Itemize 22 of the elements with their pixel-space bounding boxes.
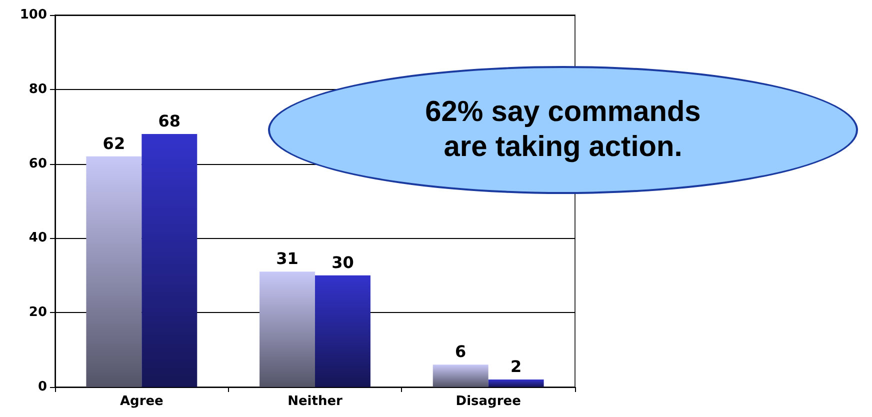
x-tick-label: Neither [288,394,344,409]
y-tick-label: 60 [28,156,47,172]
data-label: 6 [455,342,466,362]
y-tick-label: 40 [28,230,47,246]
bar [432,364,488,387]
bar [315,275,370,387]
y-tick-label: 0 [38,380,47,394]
data-label: 30 [332,252,354,272]
bar [488,380,544,387]
data-label: 31 [276,249,298,268]
y-tick-label: 20 [28,305,47,320]
callout-ellipse: 62% say commands are taking action. [268,66,858,194]
x-tick-label: Disagree [456,394,522,409]
bar [260,272,315,387]
bar [86,156,142,387]
x-tick-label: Agree [120,394,164,409]
data-label: 2 [510,357,522,376]
data-label: 62 [102,134,126,153]
y-tick-label: 80 [28,82,47,97]
y-tick-label: 100 [20,8,47,22]
data-label: 68 [158,112,181,131]
bar [142,134,198,387]
